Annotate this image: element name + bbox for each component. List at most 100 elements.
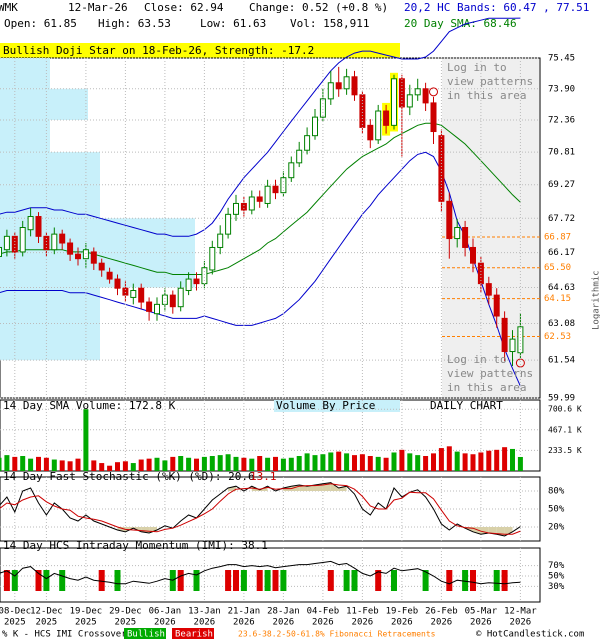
candle-body — [19, 227, 26, 253]
login-note: Log in to — [447, 353, 507, 366]
bullish-bg — [124, 628, 166, 639]
volume-bar — [344, 453, 350, 471]
x-tick-year: 2026 — [154, 618, 176, 628]
x-tick-year: 2026 — [391, 618, 413, 628]
imi-tick-label: 70% — [548, 561, 565, 571]
candle-body — [209, 246, 216, 271]
x-tick-year: 2025 — [36, 618, 58, 628]
volume-bar — [170, 456, 176, 471]
candle-body — [304, 135, 311, 151]
candle-body — [383, 110, 390, 126]
volume-by-price-bar — [0, 287, 100, 324]
imi-signal — [422, 570, 429, 591]
volume-bar — [138, 459, 144, 471]
imi-signal — [351, 570, 358, 591]
axis-label: Logarithmic — [592, 270, 600, 330]
candle-body — [27, 216, 34, 231]
x-tick-year: 2026 — [510, 618, 532, 628]
stochastic-tick-label: 80% — [548, 487, 565, 497]
stochastic-shade — [307, 485, 315, 491]
candle-body — [217, 233, 224, 248]
y-tick-label: 59.99 — [548, 394, 575, 404]
candle-body — [114, 278, 121, 289]
imi-signal — [280, 570, 287, 591]
y-tick-label: 75.45 — [548, 54, 575, 64]
login-note: view patterns — [447, 75, 533, 88]
y-tick-label: 61.54 — [548, 356, 575, 366]
volume-bar — [154, 457, 160, 471]
candle-body — [240, 202, 247, 211]
volume-bar — [257, 456, 263, 471]
volume-bar — [59, 460, 65, 471]
volume-bar — [75, 458, 81, 471]
candle-body — [0, 246, 2, 257]
volume-bar — [209, 456, 215, 471]
volume-bar — [83, 409, 89, 471]
x-tick-label: 12-Mar — [504, 607, 537, 617]
x-tick-label: 19-Feb — [386, 607, 419, 617]
y-tick-label: 70.81 — [548, 148, 575, 158]
stochastic-shade — [338, 486, 347, 491]
candle-body — [256, 196, 263, 202]
login-note: view patterns — [447, 367, 533, 380]
imi-signal — [35, 570, 42, 591]
imi-signal — [391, 570, 397, 591]
footer-bullish: Bullish — [127, 630, 165, 640]
stochastic-shade — [330, 482, 339, 491]
high: High: 63.53 — [98, 17, 171, 30]
candle-body — [391, 78, 397, 126]
imi-signal — [11, 570, 18, 591]
y-tick-label: 66.17 — [548, 248, 575, 258]
volume-bar — [36, 456, 41, 471]
volume-bar — [91, 460, 97, 471]
stochastic-line — [0, 483, 521, 535]
x-tick-year: 2026 — [470, 618, 492, 628]
candle-body — [446, 200, 453, 240]
candle-body — [367, 124, 374, 141]
volume-bar — [312, 455, 318, 471]
imi-tick-label: 50% — [548, 572, 565, 582]
change: Change: 0.52 (+0.8 %) — [249, 1, 388, 14]
volume-bar — [99, 463, 105, 471]
open: Open: 61.85 — [4, 17, 77, 30]
candle-body — [106, 271, 113, 280]
candle-body — [343, 76, 350, 90]
candle-body — [493, 294, 500, 317]
volume-bar — [288, 457, 294, 471]
candle-body — [422, 88, 429, 104]
volume-tick-label: 467.1 K — [548, 425, 582, 434]
candle-body — [51, 233, 58, 251]
x-tick-label: 13-Jan — [188, 607, 221, 617]
candle-body — [414, 88, 421, 96]
imi-label: 14 Day HCS Intraday Momentum (IMI): 38.1 — [3, 539, 268, 552]
volume-by-price-bar — [0, 323, 100, 361]
candle-body — [430, 102, 437, 133]
x-tick-label: 29-Dec — [109, 607, 142, 617]
fib-label: 65.50 — [544, 263, 571, 273]
candle-body — [59, 233, 66, 244]
candle-body — [154, 303, 160, 315]
symbol: WMK — [0, 1, 18, 14]
daily-label: DAILY CHART — [430, 399, 503, 412]
volume-bar — [201, 456, 207, 471]
footer-fibonacci: 23.6-38.2-50-61.8% Fibonacci Retracement… — [238, 630, 436, 639]
volume-bar — [320, 454, 326, 471]
x-tick-label: 26-Feb — [425, 607, 458, 617]
imi-signal — [240, 570, 247, 591]
stochastic-shade — [488, 527, 497, 535]
volume-bar — [486, 450, 492, 471]
x-tick-year: 2026 — [312, 618, 334, 628]
volume-bar — [12, 456, 18, 471]
imi-signal — [43, 570, 50, 591]
x-tick-year: 2026 — [194, 618, 216, 628]
volume-bar — [407, 453, 413, 471]
candle-body — [406, 94, 413, 108]
volume-bar — [51, 459, 57, 471]
volume-bar — [43, 457, 49, 471]
candle-body — [201, 267, 208, 285]
volume-by-price-bar — [0, 252, 195, 288]
candle-body — [517, 326, 524, 354]
imi-signal — [256, 570, 263, 591]
volume-bar — [162, 460, 168, 471]
vbp-label-bg — [274, 400, 400, 412]
